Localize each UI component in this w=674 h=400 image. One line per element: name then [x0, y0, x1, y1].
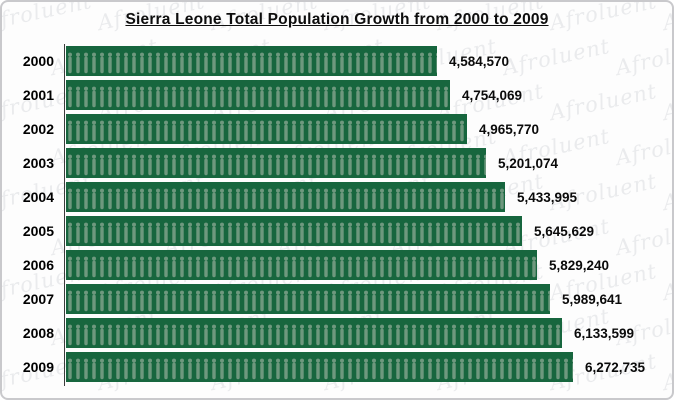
value-label: 6,272,735 — [585, 359, 646, 375]
value-label: 5,645,629 — [534, 223, 595, 239]
bar-row: 2005 5,645,629 — [2, 216, 668, 246]
bar-row: 2003 5,201,074 — [2, 148, 668, 178]
value-label: 5,201,074 — [498, 155, 559, 171]
population-bar — [66, 250, 537, 280]
year-label: 2006 — [22, 257, 54, 273]
population-bar — [66, 352, 573, 382]
y-axis-line — [64, 44, 65, 386]
bar-row: 2007 5,989,641 — [2, 284, 668, 314]
year-label: 2002 — [22, 121, 54, 137]
value-label: 6,133,599 — [574, 325, 635, 341]
bar-chart-plot-area: 2000 4,584,570 2001 4,754,069 2002 4,965,770 2… — [2, 44, 668, 392]
bar-row: 2009 6,272,735 — [2, 352, 668, 382]
year-label: 2009 — [22, 359, 54, 375]
bar-row: 2002 4,965,770 — [2, 114, 668, 144]
value-label: 4,584,570 — [449, 53, 510, 69]
year-label: 2007 — [22, 291, 54, 307]
bar-rows: 2000 4,584,570 2001 4,754,069 2002 4,965,770 2… — [2, 46, 668, 382]
population-bar — [66, 182, 505, 212]
population-bar — [66, 46, 437, 76]
population-bar — [66, 284, 550, 314]
bar-row: 2001 4,754,069 — [2, 80, 668, 110]
year-label: 2001 — [22, 87, 54, 103]
year-label: 2000 — [22, 53, 54, 69]
bar-row: 2006 5,829,240 — [2, 250, 668, 280]
value-label: 5,433,995 — [517, 189, 578, 205]
year-label: 2004 — [22, 189, 54, 205]
chart-title: Sierra Leone Total Population Growth fro… — [125, 11, 549, 28]
bar-row: 2008 6,133,599 — [2, 318, 668, 348]
population-bar — [66, 80, 450, 110]
year-label: 2003 — [22, 155, 54, 171]
population-bar — [66, 318, 562, 348]
population-bar — [66, 216, 522, 246]
value-label: 4,965,770 — [479, 121, 540, 137]
population-bar — [66, 148, 486, 178]
value-label: 5,989,641 — [562, 291, 623, 307]
value-label: 4,754,069 — [462, 87, 523, 103]
population-bar — [66, 114, 467, 144]
bar-row: 2004 5,433,995 — [2, 182, 668, 212]
value-label: 5,829,240 — [549, 257, 610, 273]
year-label: 2008 — [22, 325, 54, 341]
year-label: 2005 — [22, 223, 54, 239]
bar-row: 2000 4,584,570 — [2, 46, 668, 76]
